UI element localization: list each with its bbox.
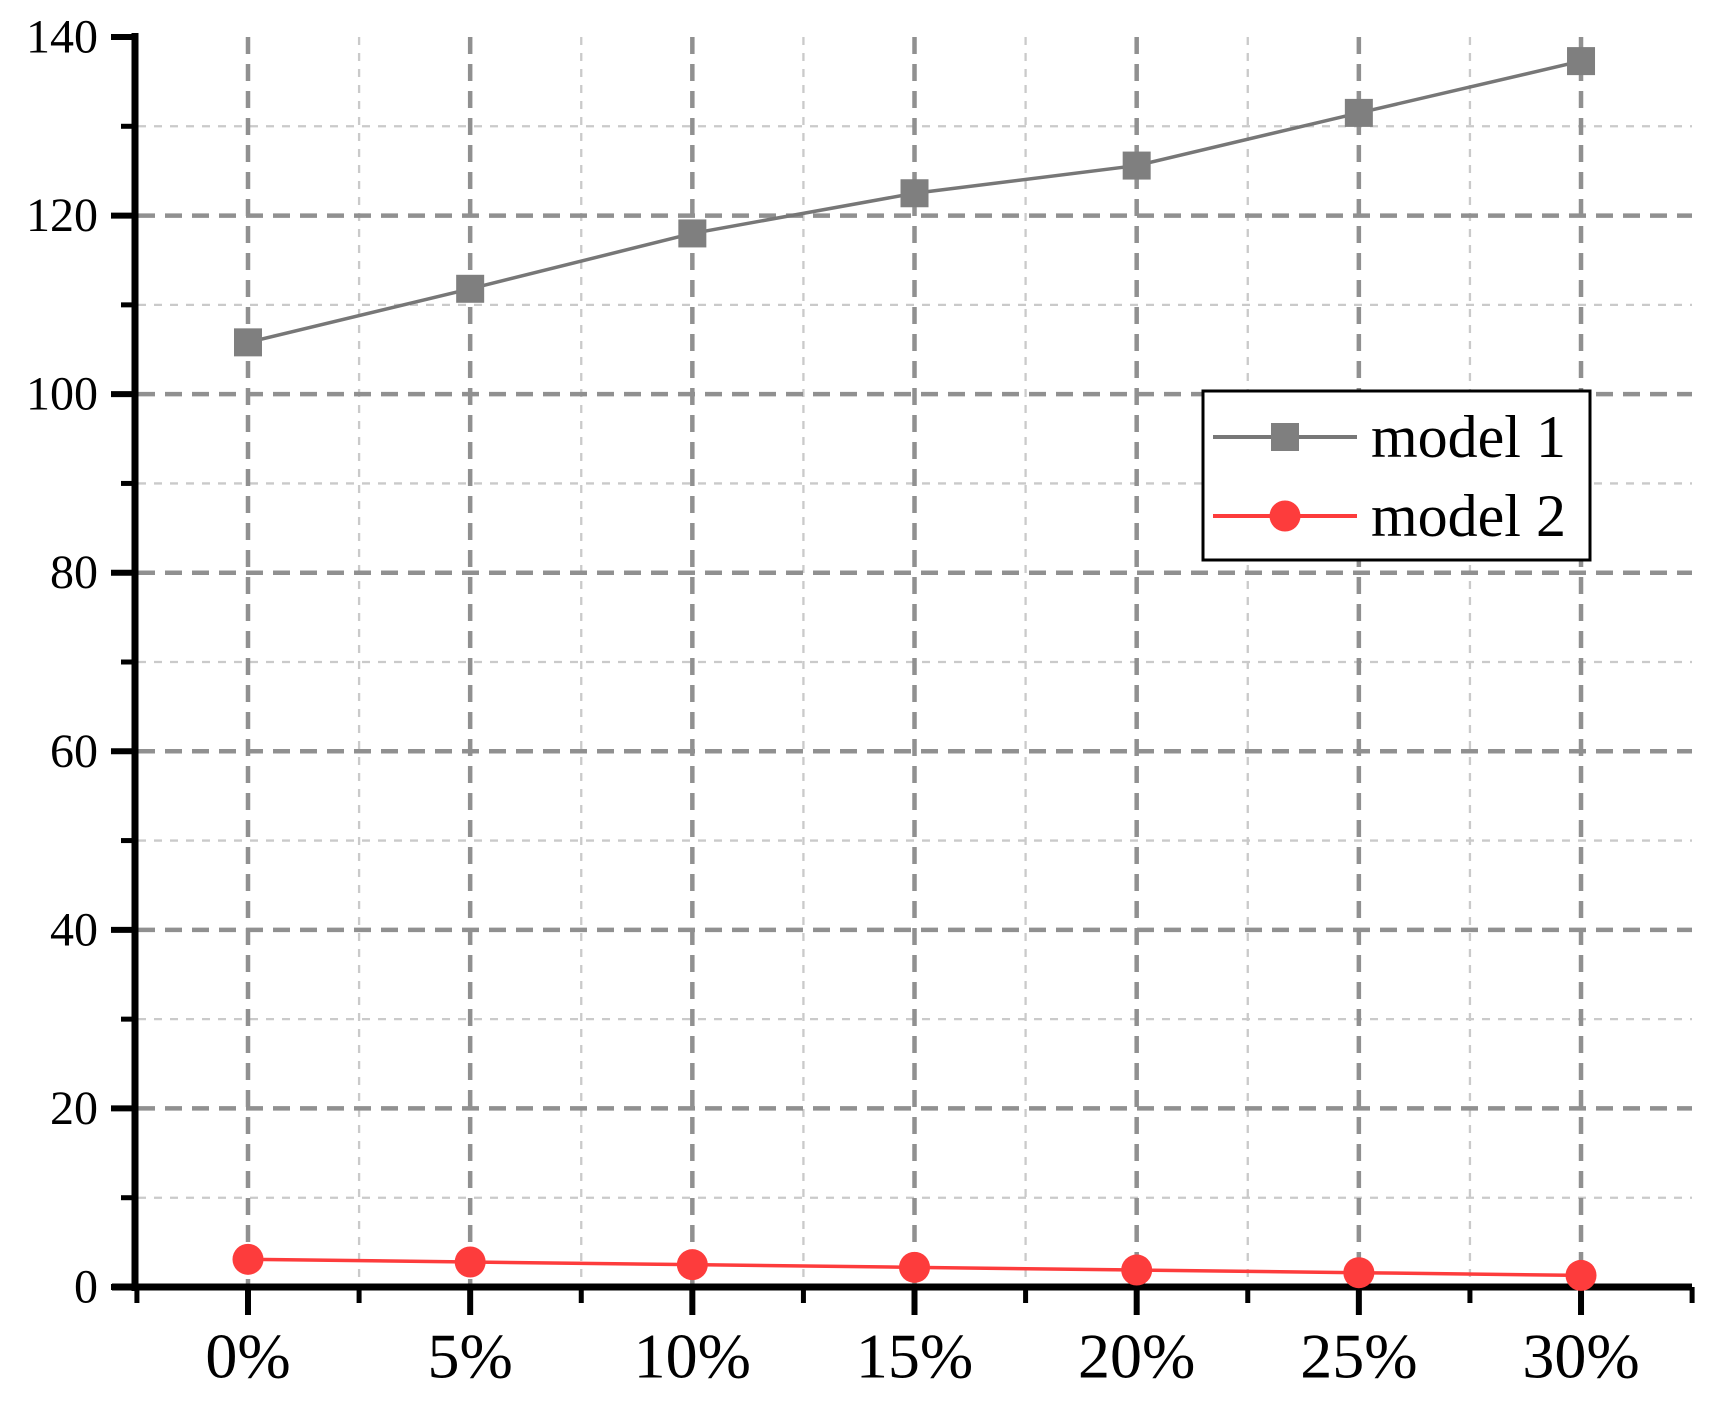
y-tick-label: 0 — [74, 1261, 98, 1314]
data-point-marker — [1344, 98, 1373, 127]
data-point-marker — [1121, 1254, 1153, 1286]
y-tick-labels: 0 20 40 60 80 100 120 140 — [26, 11, 98, 1314]
legend-item: model 2 — [1213, 483, 1566, 549]
x-tick-label: 10% — [634, 1321, 751, 1392]
data-point-marker — [1122, 151, 1151, 180]
x-tick-label: 0% — [205, 1321, 290, 1392]
legend-marker — [1269, 500, 1301, 532]
series-model-2 — [232, 1243, 1597, 1291]
x-tick-label: 30% — [1522, 1321, 1639, 1392]
data-point-marker — [676, 1249, 708, 1281]
x-tick-label: 5% — [428, 1321, 513, 1392]
y-tick-label: 120 — [26, 189, 98, 242]
data-point-marker — [678, 219, 707, 248]
data-point-marker — [1343, 1257, 1375, 1289]
y-tick-label: 100 — [26, 368, 98, 421]
data-point-marker — [454, 1246, 486, 1278]
series-model-1 — [234, 47, 1596, 357]
legend-marker — [1271, 423, 1299, 451]
major-gridlines — [138, 37, 1692, 1284]
y-tick-label: 80 — [50, 546, 98, 599]
x-tick-label: 25% — [1300, 1321, 1417, 1392]
axis-ticks — [111, 34, 1695, 1315]
y-tick-label: 20 — [50, 1082, 98, 1135]
legend-box — [1201, 389, 1592, 562]
data-point-marker — [456, 274, 485, 303]
data-point-marker — [1565, 1259, 1597, 1291]
legend-label: model 1 — [1371, 404, 1566, 470]
data-point-marker — [232, 1243, 264, 1275]
legend: model 1 model 2 — [1201, 389, 1592, 562]
x-tick-label: 20% — [1078, 1321, 1195, 1392]
y-tick-label: 60 — [50, 725, 98, 778]
y-tick-label: 140 — [26, 11, 98, 64]
data-point-marker — [234, 328, 262, 357]
legend-item: model 1 — [1213, 404, 1566, 470]
x-tick-label: 15% — [856, 1321, 973, 1392]
data-point-marker — [899, 1251, 931, 1283]
data-point-marker — [1567, 47, 1596, 76]
legend-label: model 2 — [1371, 483, 1566, 549]
data-point-marker — [900, 179, 929, 208]
y-tick-label: 40 — [50, 903, 98, 956]
x-tick-labels: 0% 5% 10% 15% 20% 25% 30% — [205, 1321, 1639, 1392]
